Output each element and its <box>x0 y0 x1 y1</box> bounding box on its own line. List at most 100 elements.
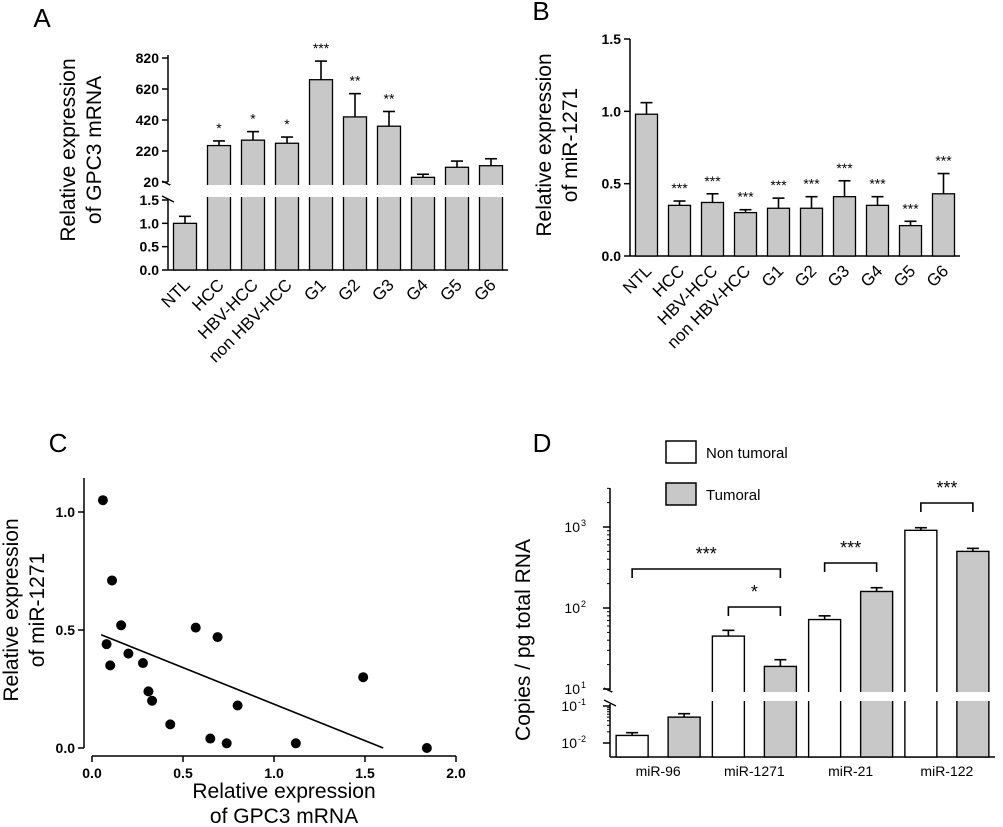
panel-c-regression-line <box>100 633 384 749</box>
panel-b-bar <box>667 204 692 257</box>
panel-b-bar <box>733 211 758 257</box>
panel-b-y-axis-title-line-2: of miR-1271 <box>559 88 582 202</box>
panel-d-legend-label-tumoral: Tumoral <box>706 487 760 504</box>
panel-b-y-tick-label: 0.0 <box>602 248 622 264</box>
panel-c-y-tick-label: 1.0 <box>56 504 76 520</box>
panel-d-legend-swatch-non-tumoral <box>665 440 697 464</box>
panel-letter-d: D <box>533 428 552 458</box>
panel-d-significance-bracket-1-label: *** <box>696 544 717 564</box>
panel-a-y-tick-label: 0.0 <box>140 262 160 278</box>
panel-letter-c: C <box>49 428 68 458</box>
panel-c-x-axis-title-line-1: Relative expression <box>192 780 375 803</box>
panel-d-bar <box>904 529 938 758</box>
panel-a-y-tick-label: 0.5 <box>140 239 160 255</box>
panel-a-bar <box>410 176 436 271</box>
panel-d-significance-bracket-3-label: *** <box>840 538 861 558</box>
panel-d-y-tick-exponent: 3 <box>581 518 586 528</box>
panel-d-y-tick-exponent: -1 <box>578 697 586 707</box>
panel-letter-b: B <box>532 0 549 26</box>
panel-a-category-label: G3 <box>368 275 397 304</box>
panel-d-legend-swatch-tumoral <box>665 482 697 506</box>
panel-a-significance-label: *** <box>313 40 330 56</box>
panel-c-data-point <box>221 738 232 749</box>
panel-d-y-tick-exponent: 2 <box>581 599 586 609</box>
panel-b-bar <box>898 224 923 257</box>
panel-c-data-point <box>205 733 216 744</box>
panel-c-x-tick-label: 0.0 <box>82 765 102 781</box>
panel-d-bar <box>807 618 842 758</box>
panel-c-x-tick-label: 0.5 <box>173 765 193 781</box>
panel-c-y-axis-title-line-1: Relative expression <box>0 518 23 701</box>
panel-d-bar <box>956 550 990 758</box>
panel-d-legend-label-non-tumoral: Non tumoral <box>706 445 788 462</box>
panel-a-category-label: G5 <box>436 275 465 304</box>
panel-a-y-tick-label: 20 <box>143 174 159 190</box>
panel-a-category-label: G2 <box>334 275 363 304</box>
panel-c-x-axis-title-line-2: of GPC3 mRNA <box>210 805 358 827</box>
panel-d-category-label: miR-21 <box>828 763 873 779</box>
panel-d-y-tick-exponent: 1 <box>581 680 586 690</box>
panel-c-x-tick-label: 1.5 <box>355 765 375 781</box>
panel-d-significance-bracket-2 <box>727 606 782 616</box>
panel-b-bar <box>700 201 725 257</box>
panel-a-axis-break-gap <box>170 185 508 197</box>
panel-letter-a: A <box>33 3 51 33</box>
panel-d-significance-bracket-3 <box>823 562 878 572</box>
panel-b-bar <box>634 113 659 257</box>
panel-d-significance-bracket-4 <box>920 502 974 512</box>
panel-b-significance-label: *** <box>671 180 688 196</box>
panel-b-bar <box>766 207 791 257</box>
panel-a-significance-label: ** <box>384 90 395 106</box>
panel-c-y-tick-label: 0.0 <box>56 740 76 756</box>
panel-a-bar <box>478 165 504 271</box>
panel-b-significance-label: *** <box>836 160 853 176</box>
panel-c-y-axis-title-line-2: of miR-1271 <box>26 553 49 667</box>
panel-a-y-tick-label: 620 <box>136 81 160 97</box>
panel-d-significance-bracket-4-label: *** <box>936 478 957 498</box>
panel-b-category-label: G6 <box>923 261 952 290</box>
panel-c-data-point <box>143 686 154 697</box>
panel-b-bar <box>931 193 956 257</box>
panel-a-bar <box>274 142 300 271</box>
panel-d-category-label: miR-96 <box>636 763 681 779</box>
panel-c-x-tick-label: 2.0 <box>446 765 466 781</box>
panel-a-significance-label: * <box>284 116 290 132</box>
panel-b-category-label: G1 <box>758 261 787 290</box>
panel-c-data-point <box>123 648 134 659</box>
panel-b-bar <box>832 196 857 257</box>
panel-d-category-label: miR-1271 <box>724 763 785 779</box>
panel-b-category-label: NTL <box>619 261 655 297</box>
panel-d-bar <box>859 590 894 758</box>
panel-d-y-tick-label: 10-1 <box>561 697 586 714</box>
panel-a-category-label: G4 <box>402 275 431 304</box>
panel-b-significance-label: *** <box>935 153 952 169</box>
panel-b-significance-label: *** <box>803 176 820 192</box>
panel-d-bar <box>615 734 649 758</box>
panel-c-data-point <box>105 660 116 671</box>
panel-b-significance-label: *** <box>869 176 886 192</box>
panel-a-bar <box>240 139 266 271</box>
panel-b-category-label: G5 <box>890 261 919 290</box>
panel-a-y-tick-label: 420 <box>136 112 160 128</box>
panel-a-significance-label: ** <box>350 73 361 89</box>
panel-c-data-point <box>190 622 201 633</box>
panel-d-axis-break-gap <box>612 692 995 701</box>
panel-d-axis-break-mark-2 <box>603 699 617 707</box>
panel-a-y-tick-label: 1.0 <box>140 215 160 231</box>
panel-b-bar <box>799 207 824 257</box>
panel-d-y-tick-exponent: -2 <box>578 734 586 744</box>
panel-c-data-point <box>147 695 158 706</box>
panel-d-y-tick-label: 102 <box>564 599 586 616</box>
panel-a-category-label: NTL <box>158 275 194 311</box>
panel-a-significance-label: * <box>216 120 222 136</box>
panel-b-category-label: G3 <box>824 261 853 290</box>
panel-c-data-point <box>358 672 369 683</box>
panel-b-y-tick-label: 1.0 <box>602 103 622 119</box>
panel-a-bar <box>308 79 334 271</box>
panel-c-data-point <box>97 495 108 506</box>
panel-d-category-label: miR-122 <box>920 763 973 779</box>
panel-b-significance-label: *** <box>902 200 919 216</box>
panel-d-bar <box>763 665 798 758</box>
panel-a-category-label: G1 <box>300 275 329 304</box>
